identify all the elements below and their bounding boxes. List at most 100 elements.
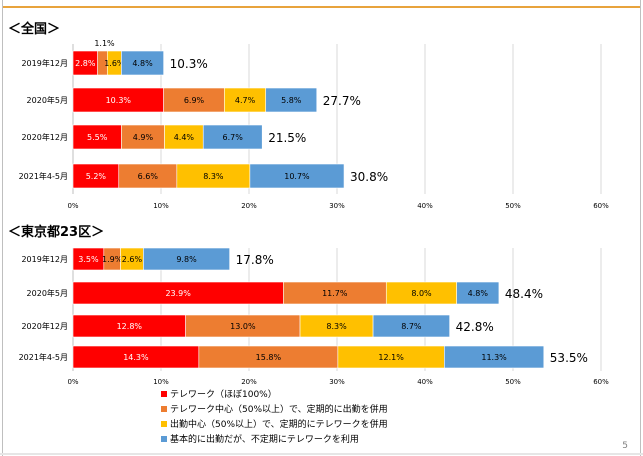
- bar-total-label: 17.8%: [236, 253, 274, 267]
- category-label: 2020年5月: [27, 288, 68, 298]
- bar-segment-label: 6.6%: [138, 172, 159, 181]
- x-tick-label: 40%: [417, 202, 433, 210]
- bar-segment-label: 3.5%: [78, 255, 99, 264]
- category-label: 2020年5月: [27, 95, 68, 105]
- chart-title: ＜全国＞: [8, 21, 60, 37]
- bar-segment: [372, 314, 450, 338]
- bar-segment-label: 2.8%: [75, 59, 96, 68]
- category-label: 2019年12月: [21, 254, 68, 264]
- bar-segment: [72, 124, 122, 150]
- bar-segment: [456, 281, 500, 305]
- bar-segment-label: 8.3%: [326, 322, 347, 331]
- bar-segment-label: 6.7%: [223, 133, 244, 142]
- frame-left-border: [2, 0, 3, 456]
- bar-segment: [72, 87, 164, 113]
- bar-total-label: 53.5%: [550, 351, 588, 365]
- legend-label: テレワーク（ほぼ100%）: [170, 389, 277, 400]
- chart-panel-1: ＜全国＞ 0% 10% 20% 30% 40% 50% 60% 2019年12月 2.8% 1.1%…: [8, 21, 609, 210]
- category-label: 2021年4-5月: [19, 171, 68, 181]
- legend: テレワーク（ほぼ100%） テレワーク中心（50%以上）で、定期的に出勤を併用出勤…: [161, 389, 388, 445]
- legend-label: テレワーク中心（50%以上）で、定期的に出勤を併用: [170, 403, 388, 415]
- chart-title: ＜東京都23区＞: [8, 224, 104, 240]
- bar-segment: [176, 163, 251, 189]
- bar-segment-label: 6.9%: [184, 96, 205, 105]
- x-tick-label: 20%: [241, 202, 257, 210]
- bar-segment: [164, 124, 204, 150]
- x-tick-label: 30%: [329, 378, 345, 386]
- bar-segment: [121, 50, 164, 76]
- top-accent-rule: [3, 6, 640, 8]
- legend-label: 出勤中心（50%以上）で、定期的にテレワークを併用: [170, 418, 388, 430]
- category-label: 2020年12月: [21, 321, 68, 331]
- bar-segment: [72, 163, 120, 189]
- bar-segment-label: 4.7%: [235, 96, 256, 105]
- x-tick-label: 0%: [67, 378, 78, 386]
- legend-swatch: [161, 436, 167, 442]
- bar-segment-label: 15.8%: [256, 353, 282, 362]
- x-tick-label: 50%: [505, 202, 521, 210]
- bar-segment-label: 5.8%: [281, 96, 302, 105]
- bar-total-label: 27.7%: [323, 94, 361, 108]
- frame-bottom-border: [0, 453, 643, 455]
- bar-segment-label: 10.3%: [106, 96, 132, 105]
- bar-total-label: 48.4%: [505, 287, 543, 301]
- x-tick-label: 0%: [67, 202, 78, 210]
- bar-segment-label: 12.8%: [117, 322, 143, 331]
- x-tick-label: 10%: [153, 378, 169, 386]
- bar-segment-label: 11.7%: [322, 289, 348, 298]
- bar-segment-label: 12.1%: [378, 353, 404, 362]
- bar-segment-label: 10.7%: [284, 172, 310, 181]
- bar-segment-label: 8.7%: [401, 322, 422, 331]
- bar-segment-label: 23.9%: [165, 289, 191, 298]
- page-number: 5: [622, 441, 628, 451]
- bar-segment: [224, 87, 267, 113]
- bar-segment: [163, 87, 225, 113]
- bar-total-label: 10.3%: [170, 57, 208, 71]
- bar-segment-label: 4.8%: [468, 289, 489, 298]
- x-tick-label: 10%: [153, 202, 169, 210]
- bar-segment-label: 5.5%: [87, 133, 108, 142]
- chart-panel-2: ＜東京都23区＞ 0% 10% 20% 30% 40% 50% 60% 2019年12月 3.5%…: [8, 224, 609, 386]
- bar-segment-label: 5.2%: [86, 172, 107, 181]
- category-label: 2021年4-5月: [19, 352, 68, 362]
- bar-segment-label: 1.9%: [102, 255, 123, 264]
- bar-segment-label: 14.3%: [123, 353, 149, 362]
- legend-swatch: [161, 406, 167, 412]
- bar-segment: [121, 124, 165, 150]
- bar-segment-label: 2.6%: [122, 255, 143, 264]
- bar-segment: [143, 247, 230, 271]
- bar-segment: [444, 345, 545, 369]
- category-label: 2019年12月: [21, 58, 68, 68]
- bar-segment-label: 11.3%: [481, 353, 507, 362]
- bar-segment: [265, 87, 318, 113]
- bar-segment-label: 8.0%: [411, 289, 432, 298]
- bar-segment: [118, 163, 178, 189]
- bar-segment-label: 8.3%: [203, 172, 224, 181]
- frame-right-border: [640, 0, 641, 456]
- bar-total-label: 21.5%: [268, 131, 306, 145]
- bar-segment: [202, 124, 263, 150]
- category-label: 2020年12月: [21, 132, 68, 142]
- bar-segment-label: 13.0%: [230, 322, 256, 331]
- bar-segment-label: 1.6%: [104, 59, 125, 68]
- legend-swatch: [161, 421, 167, 427]
- bar-segment-label: 4.8%: [132, 59, 153, 68]
- bar-segment-label: 9.8%: [176, 255, 197, 264]
- bar-segment: [72, 50, 98, 76]
- x-tick-label: 50%: [505, 378, 521, 386]
- bar-segment: [249, 163, 345, 189]
- x-tick-label: 30%: [329, 202, 345, 210]
- x-tick-label: 40%: [417, 378, 433, 386]
- legend-swatch: [161, 391, 167, 397]
- x-tick-label: 60%: [593, 378, 609, 386]
- x-tick-label: 60%: [593, 202, 609, 210]
- legend-label: 基本的に出勤だが、不定期にテレワークを利用: [170, 433, 359, 445]
- x-tick-label: 20%: [241, 378, 257, 386]
- bar-segment-label: 4.4%: [174, 133, 195, 142]
- bar-total-label: 30.8%: [350, 170, 388, 184]
- bar-segment-label: 1.1%: [94, 39, 115, 48]
- bar-total-label: 42.8%: [456, 320, 494, 334]
- bar-segment-label: 4.9%: [133, 133, 154, 142]
